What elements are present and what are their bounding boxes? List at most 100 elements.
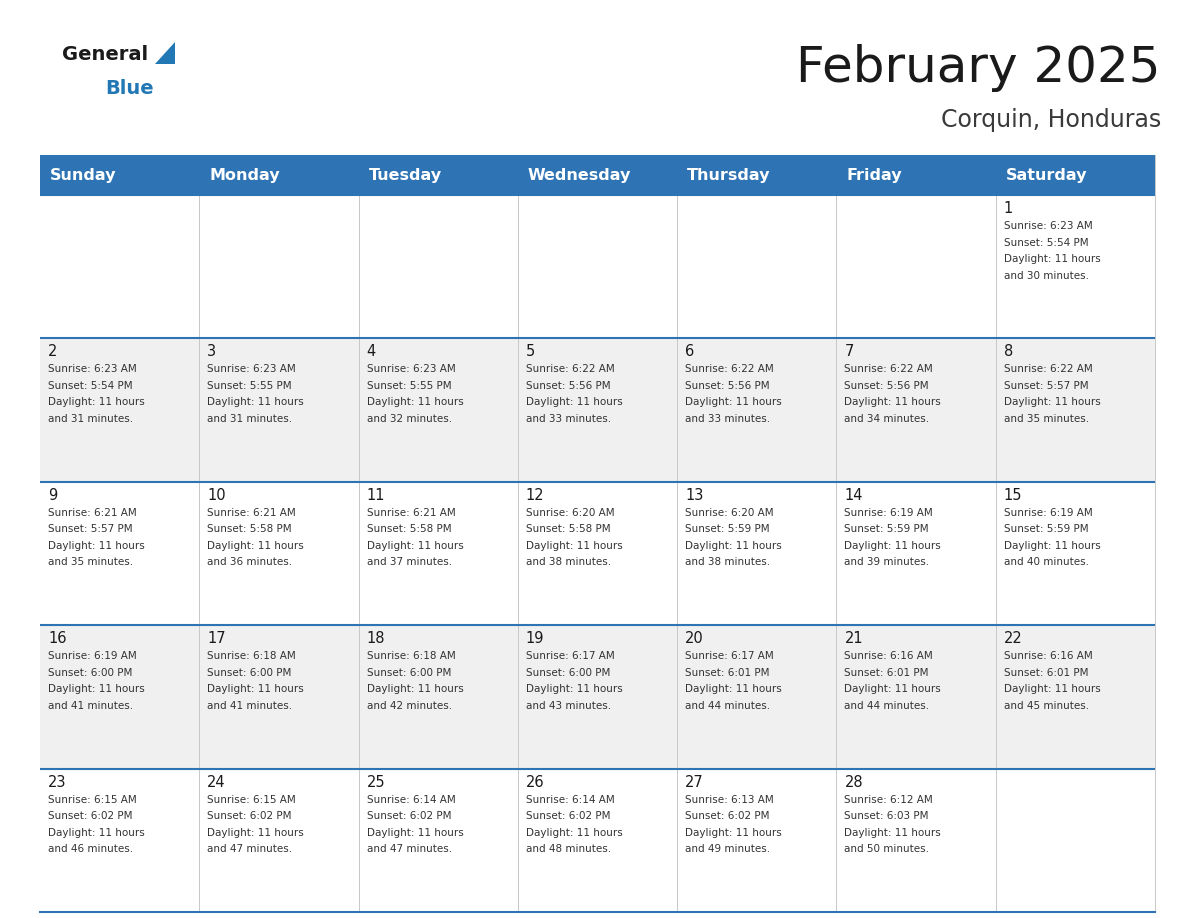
Text: Sunset: 6:02 PM: Sunset: 6:02 PM	[48, 812, 133, 821]
Text: and 46 minutes.: and 46 minutes.	[48, 844, 133, 854]
Text: Sunrise: 6:14 AM: Sunrise: 6:14 AM	[526, 795, 614, 804]
Text: Sunrise: 6:14 AM: Sunrise: 6:14 AM	[367, 795, 455, 804]
Text: Daylight: 11 hours: Daylight: 11 hours	[1004, 684, 1100, 694]
Text: and 34 minutes.: and 34 minutes.	[845, 414, 929, 424]
Text: Daylight: 11 hours: Daylight: 11 hours	[48, 684, 145, 694]
Text: and 41 minutes.: and 41 minutes.	[207, 700, 292, 711]
Text: Sunset: 6:01 PM: Sunset: 6:01 PM	[845, 667, 929, 677]
Text: Blue: Blue	[105, 79, 153, 97]
Text: and 30 minutes.: and 30 minutes.	[1004, 271, 1088, 281]
Text: Sunrise: 6:21 AM: Sunrise: 6:21 AM	[207, 508, 296, 518]
Text: Friday: Friday	[846, 167, 902, 183]
Text: and 40 minutes.: and 40 minutes.	[1004, 557, 1088, 567]
Text: and 48 minutes.: and 48 minutes.	[526, 844, 611, 854]
Text: Daylight: 11 hours: Daylight: 11 hours	[1004, 254, 1100, 264]
Text: Sunrise: 6:23 AM: Sunrise: 6:23 AM	[367, 364, 455, 375]
Text: Sunset: 5:59 PM: Sunset: 5:59 PM	[685, 524, 770, 534]
Text: and 47 minutes.: and 47 minutes.	[207, 844, 292, 854]
Text: and 49 minutes.: and 49 minutes.	[685, 844, 770, 854]
Text: Sunrise: 6:20 AM: Sunrise: 6:20 AM	[526, 508, 614, 518]
Text: Daylight: 11 hours: Daylight: 11 hours	[845, 541, 941, 551]
Text: Sunrise: 6:16 AM: Sunrise: 6:16 AM	[1004, 651, 1093, 661]
Text: and 36 minutes.: and 36 minutes.	[207, 557, 292, 567]
Text: 11: 11	[367, 487, 385, 503]
Text: Daylight: 11 hours: Daylight: 11 hours	[367, 541, 463, 551]
Text: Daylight: 11 hours: Daylight: 11 hours	[1004, 397, 1100, 408]
Text: Daylight: 11 hours: Daylight: 11 hours	[1004, 541, 1100, 551]
Text: and 47 minutes.: and 47 minutes.	[367, 844, 451, 854]
Text: Sunrise: 6:13 AM: Sunrise: 6:13 AM	[685, 795, 773, 804]
Text: Sunset: 6:01 PM: Sunset: 6:01 PM	[1004, 667, 1088, 677]
Bar	[40, 195, 1155, 339]
Text: Sunset: 5:54 PM: Sunset: 5:54 PM	[1004, 238, 1088, 248]
Text: and 44 minutes.: and 44 minutes.	[685, 700, 770, 711]
Text: Sunrise: 6:23 AM: Sunrise: 6:23 AM	[48, 364, 137, 375]
Text: 27: 27	[685, 775, 704, 789]
Text: and 45 minutes.: and 45 minutes.	[1004, 700, 1089, 711]
Text: Sunset: 5:57 PM: Sunset: 5:57 PM	[48, 524, 133, 534]
Text: Sunrise: 6:21 AM: Sunrise: 6:21 AM	[367, 508, 455, 518]
Text: Daylight: 11 hours: Daylight: 11 hours	[685, 828, 782, 837]
Text: Sunset: 5:54 PM: Sunset: 5:54 PM	[48, 381, 133, 391]
Bar	[40, 625, 1155, 768]
Text: 4: 4	[367, 344, 375, 360]
Text: Daylight: 11 hours: Daylight: 11 hours	[207, 397, 304, 408]
Text: 9: 9	[48, 487, 57, 503]
Text: Sunrise: 6:22 AM: Sunrise: 6:22 AM	[685, 364, 773, 375]
Text: Daylight: 11 hours: Daylight: 11 hours	[685, 397, 782, 408]
Text: Daylight: 11 hours: Daylight: 11 hours	[526, 828, 623, 837]
Bar	[40, 768, 1155, 912]
Text: Sunrise: 6:22 AM: Sunrise: 6:22 AM	[1004, 364, 1093, 375]
Text: Sunset: 6:00 PM: Sunset: 6:00 PM	[207, 667, 292, 677]
Text: Sunrise: 6:15 AM: Sunrise: 6:15 AM	[207, 795, 296, 804]
Text: Sunset: 5:59 PM: Sunset: 5:59 PM	[845, 524, 929, 534]
Text: Sunrise: 6:16 AM: Sunrise: 6:16 AM	[845, 651, 934, 661]
Text: Corquin, Honduras: Corquin, Honduras	[941, 108, 1161, 132]
Text: and 33 minutes.: and 33 minutes.	[526, 414, 611, 424]
Text: Daylight: 11 hours: Daylight: 11 hours	[207, 828, 304, 837]
Bar	[40, 155, 1155, 195]
Text: Sunrise: 6:23 AM: Sunrise: 6:23 AM	[1004, 221, 1093, 231]
Text: 8: 8	[1004, 344, 1013, 360]
Text: Sunrise: 6:22 AM: Sunrise: 6:22 AM	[526, 364, 614, 375]
Text: Sunrise: 6:19 AM: Sunrise: 6:19 AM	[845, 508, 934, 518]
Text: and 38 minutes.: and 38 minutes.	[685, 557, 770, 567]
Text: and 43 minutes.: and 43 minutes.	[526, 700, 611, 711]
Text: Daylight: 11 hours: Daylight: 11 hours	[207, 684, 304, 694]
Text: Sunset: 5:55 PM: Sunset: 5:55 PM	[207, 381, 292, 391]
Text: 17: 17	[207, 632, 226, 646]
Text: 26: 26	[526, 775, 544, 789]
Text: Sunrise: 6:19 AM: Sunrise: 6:19 AM	[48, 651, 137, 661]
Text: Thursday: Thursday	[687, 167, 771, 183]
Text: and 35 minutes.: and 35 minutes.	[48, 557, 133, 567]
Text: 24: 24	[207, 775, 226, 789]
Text: Sunrise: 6:22 AM: Sunrise: 6:22 AM	[845, 364, 934, 375]
Text: Sunday: Sunday	[50, 167, 116, 183]
Bar	[40, 339, 1155, 482]
Text: Sunset: 6:02 PM: Sunset: 6:02 PM	[207, 812, 292, 821]
Text: and 41 minutes.: and 41 minutes.	[48, 700, 133, 711]
Text: 12: 12	[526, 487, 544, 503]
Text: Sunset: 6:02 PM: Sunset: 6:02 PM	[526, 812, 611, 821]
Polygon shape	[154, 42, 175, 64]
Text: Sunrise: 6:17 AM: Sunrise: 6:17 AM	[526, 651, 614, 661]
Bar	[40, 482, 1155, 625]
Text: Sunset: 5:58 PM: Sunset: 5:58 PM	[207, 524, 292, 534]
Text: and 38 minutes.: and 38 minutes.	[526, 557, 611, 567]
Text: Sunset: 5:56 PM: Sunset: 5:56 PM	[845, 381, 929, 391]
Text: 15: 15	[1004, 487, 1022, 503]
Text: Daylight: 11 hours: Daylight: 11 hours	[845, 397, 941, 408]
Text: Daylight: 11 hours: Daylight: 11 hours	[367, 684, 463, 694]
Text: 16: 16	[48, 632, 67, 646]
Text: Sunrise: 6:18 AM: Sunrise: 6:18 AM	[207, 651, 296, 661]
Text: and 44 minutes.: and 44 minutes.	[845, 700, 929, 711]
Text: 7: 7	[845, 344, 854, 360]
Text: 2: 2	[48, 344, 57, 360]
Text: Sunrise: 6:19 AM: Sunrise: 6:19 AM	[1004, 508, 1093, 518]
Text: Sunset: 5:56 PM: Sunset: 5:56 PM	[685, 381, 770, 391]
Text: Daylight: 11 hours: Daylight: 11 hours	[685, 684, 782, 694]
Text: Sunset: 5:56 PM: Sunset: 5:56 PM	[526, 381, 611, 391]
Text: Sunrise: 6:23 AM: Sunrise: 6:23 AM	[207, 364, 296, 375]
Text: February 2025: February 2025	[796, 44, 1161, 92]
Text: Daylight: 11 hours: Daylight: 11 hours	[48, 541, 145, 551]
